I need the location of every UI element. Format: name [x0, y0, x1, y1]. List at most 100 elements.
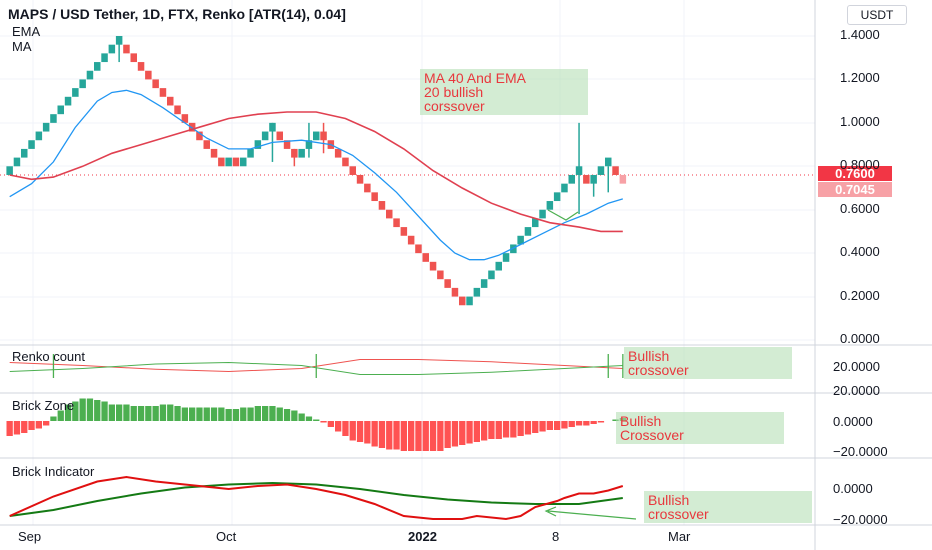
ma-40-line — [9, 111, 623, 233]
brick-zone-bar-up — [57, 410, 64, 421]
brick-indicator-pane[interactable] — [9, 475, 624, 521]
annotation-main: MA 40 And EMA 20 bullish corssover — [420, 69, 588, 115]
renko-brick-down — [407, 235, 415, 245]
brick-zone-bar-down — [400, 421, 407, 451]
renko-brick-up — [532, 218, 539, 228]
pane-title-brick-zone: Brick Zone — [12, 398, 75, 413]
renko-brick-up — [480, 279, 488, 288]
brick-zone-bar-down — [13, 421, 21, 435]
brick-zone-bar-down — [590, 421, 597, 424]
y-tick-indicator: 0.0000 — [833, 481, 873, 496]
brick-zone-bar-down — [466, 421, 473, 444]
annotation-arrow — [544, 506, 637, 520]
renko-brick-up — [72, 88, 79, 97]
y-tick-zone: 20.0000 — [833, 383, 880, 398]
annotation-line: crossover — [628, 362, 689, 378]
brick-zone-bar-up — [283, 409, 291, 421]
brick-zone-bar-down — [554, 421, 561, 430]
brick-zone-bar-up — [313, 419, 320, 421]
brick-zone-bar-down — [561, 421, 568, 429]
brick-zone-bar-down — [327, 421, 334, 427]
renko-count-green-line — [9, 361, 623, 375]
renko-brick-up — [35, 131, 43, 141]
brick-zone-bar-up — [269, 406, 276, 421]
renko-brick-up — [590, 174, 597, 184]
renko-brick-down — [400, 227, 408, 236]
brick-zone-bar-down — [575, 421, 583, 426]
renko-brick-down — [393, 218, 400, 228]
annotation-brick-zone: Bullish Crossover — [616, 412, 784, 444]
renko-count-pane[interactable] — [9, 354, 624, 378]
brick-zone-bar-down — [6, 421, 13, 436]
annotation-line: Bullish — [648, 492, 690, 508]
renko-brick-down — [378, 201, 386, 210]
renko-brick-up — [524, 227, 532, 236]
brick-zone-bar-up — [174, 406, 181, 421]
annotation-line: Bullish — [620, 413, 662, 429]
renko-brick-down — [218, 157, 225, 167]
renko-brick-down — [203, 140, 210, 149]
renko-brick-down — [123, 44, 130, 54]
pane-title-brick-indicator: Brick Indicator — [12, 464, 95, 479]
brick-zone-bar-down — [546, 421, 553, 430]
y-tick-zone: −20.0000 — [833, 444, 888, 459]
brick-zone-bar-down — [320, 421, 327, 423]
renko-brick-up — [597, 166, 605, 175]
brick-zone-bar-down — [408, 421, 415, 451]
y-tick-main: 1.2000 — [840, 70, 880, 85]
brick-zone-bar-up — [108, 404, 115, 421]
renko-brick-down — [152, 79, 159, 89]
renko-brick-down — [342, 157, 349, 167]
renko-brick-up — [575, 166, 583, 175]
renko-brick-up — [240, 157, 247, 167]
renko-brick-up — [108, 44, 116, 54]
renko-brick-down — [451, 287, 459, 297]
renko-brick-up — [225, 157, 232, 167]
annotation-arrows — [544, 209, 637, 520]
brick-zone-bar-up — [203, 407, 210, 421]
brick-zone-bar-down — [43, 421, 50, 426]
renko-brick-down — [159, 88, 167, 97]
brick-zone-bar-down — [488, 421, 495, 439]
renko-brick-up — [502, 253, 510, 262]
renko-brick-down — [364, 183, 371, 193]
y-tick-main: 0.4000 — [840, 244, 880, 259]
brick-zone-pane[interactable] — [6, 398, 627, 452]
y-tick-main: 0.6000 — [840, 201, 880, 216]
brick-zone-bar-up — [101, 401, 108, 421]
renko-brick-down — [174, 105, 181, 115]
y-tick-main: 1.4000 — [840, 27, 880, 42]
brick-zone-bar-down — [459, 421, 466, 445]
brick-zone-bar-up — [240, 407, 247, 421]
renko-brick-down — [415, 244, 422, 254]
y-tick-indicator: −20.0000 — [833, 512, 888, 527]
brick-zone-bar-up — [79, 398, 86, 421]
main-pane[interactable] — [0, 36, 815, 306]
currency-button[interactable]: USDT — [847, 5, 907, 25]
brick-zone-bar-down — [28, 421, 35, 430]
y-tick-main: 0.0000 — [840, 331, 880, 346]
ema-20-line — [9, 89, 623, 261]
renko-brick-down — [291, 148, 298, 158]
y-tick-main: 0.2000 — [840, 288, 880, 303]
renko-brick-up — [488, 270, 495, 280]
renko-brick-up — [86, 70, 94, 80]
brick-zone-bar-up — [72, 401, 79, 421]
renko-brick-up — [79, 79, 86, 89]
brick-zone-bar-down — [356, 421, 364, 442]
renko-brick-down — [137, 62, 145, 71]
brick-zone-bar-up — [291, 410, 298, 421]
annotation-line: crossover — [648, 506, 709, 522]
renko-brick-up — [57, 105, 64, 115]
renko-brick-up — [94, 62, 101, 71]
brick-zone-bar-up — [94, 400, 101, 421]
brick-zone-bar-down — [35, 421, 42, 429]
annotation-line: Bullish — [628, 348, 670, 364]
legend-ema: EMA — [12, 24, 41, 39]
brick-zone-bar-down — [21, 421, 28, 433]
brick-zone-bar-down — [481, 421, 488, 441]
renko-brick-down — [422, 253, 429, 262]
renko-brick-up — [553, 192, 561, 202]
x-tick: 2022 — [408, 529, 437, 544]
